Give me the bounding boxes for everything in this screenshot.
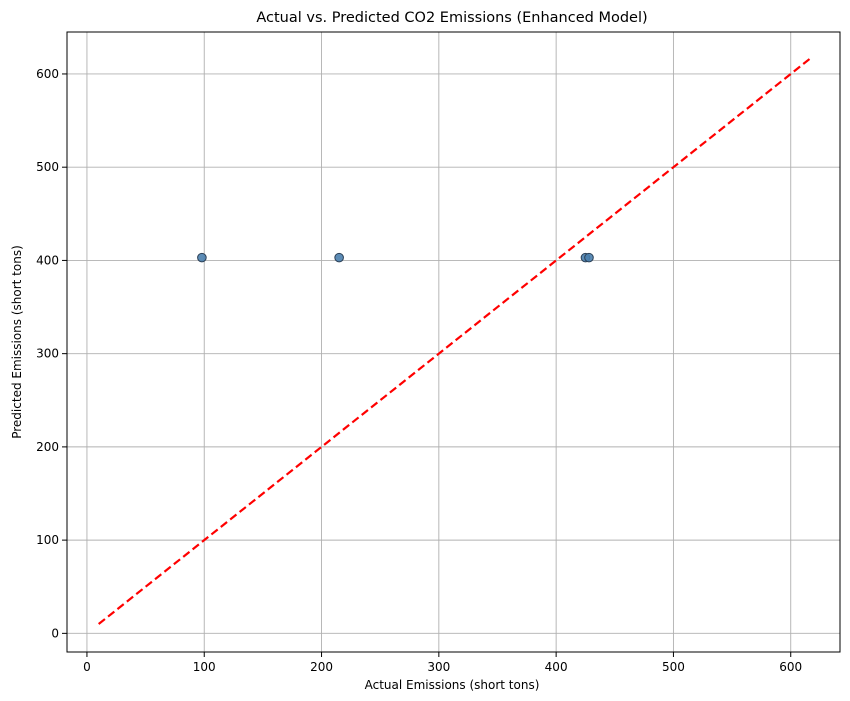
x-tick-label: 0 — [83, 660, 91, 674]
y-tick-label: 0 — [51, 626, 59, 640]
x-tick-label: 400 — [545, 660, 568, 674]
plot-frame — [66, 31, 841, 653]
x-tick-label: 500 — [662, 660, 685, 674]
x-tick-label: 200 — [310, 660, 333, 674]
x-axis-label: Actual Emissions (short tons) — [365, 678, 540, 692]
y-axis-ticks: 0 100 200 300 400 500 600 — [36, 67, 67, 640]
points-layer — [197, 252, 594, 263]
data-point — [334, 252, 344, 263]
y-tick-label: 300 — [36, 347, 59, 361]
reference-line-layer — [97, 58, 811, 625]
data-point — [584, 252, 594, 263]
y-tick-label: 600 — [36, 67, 59, 81]
reference-line — [97, 58, 811, 625]
x-tick-label: 100 — [193, 660, 216, 674]
chart-title: Actual vs. Predicted CO2 Emissions (Enha… — [256, 10, 647, 26]
y-tick-label: 200 — [36, 440, 59, 454]
x-tick-label: 600 — [779, 660, 802, 674]
y-tick-label: 100 — [36, 533, 59, 547]
data-point — [197, 252, 207, 263]
x-tick-label: 300 — [427, 660, 450, 674]
grid — [67, 32, 840, 652]
y-tick-label: 400 — [36, 253, 59, 267]
y-tick-label: 500 — [36, 160, 59, 174]
x-axis-ticks: 0 100 200 300 400 500 600 — [83, 652, 802, 674]
y-axis-label: Predicted Emissions (short tons) — [10, 245, 24, 439]
